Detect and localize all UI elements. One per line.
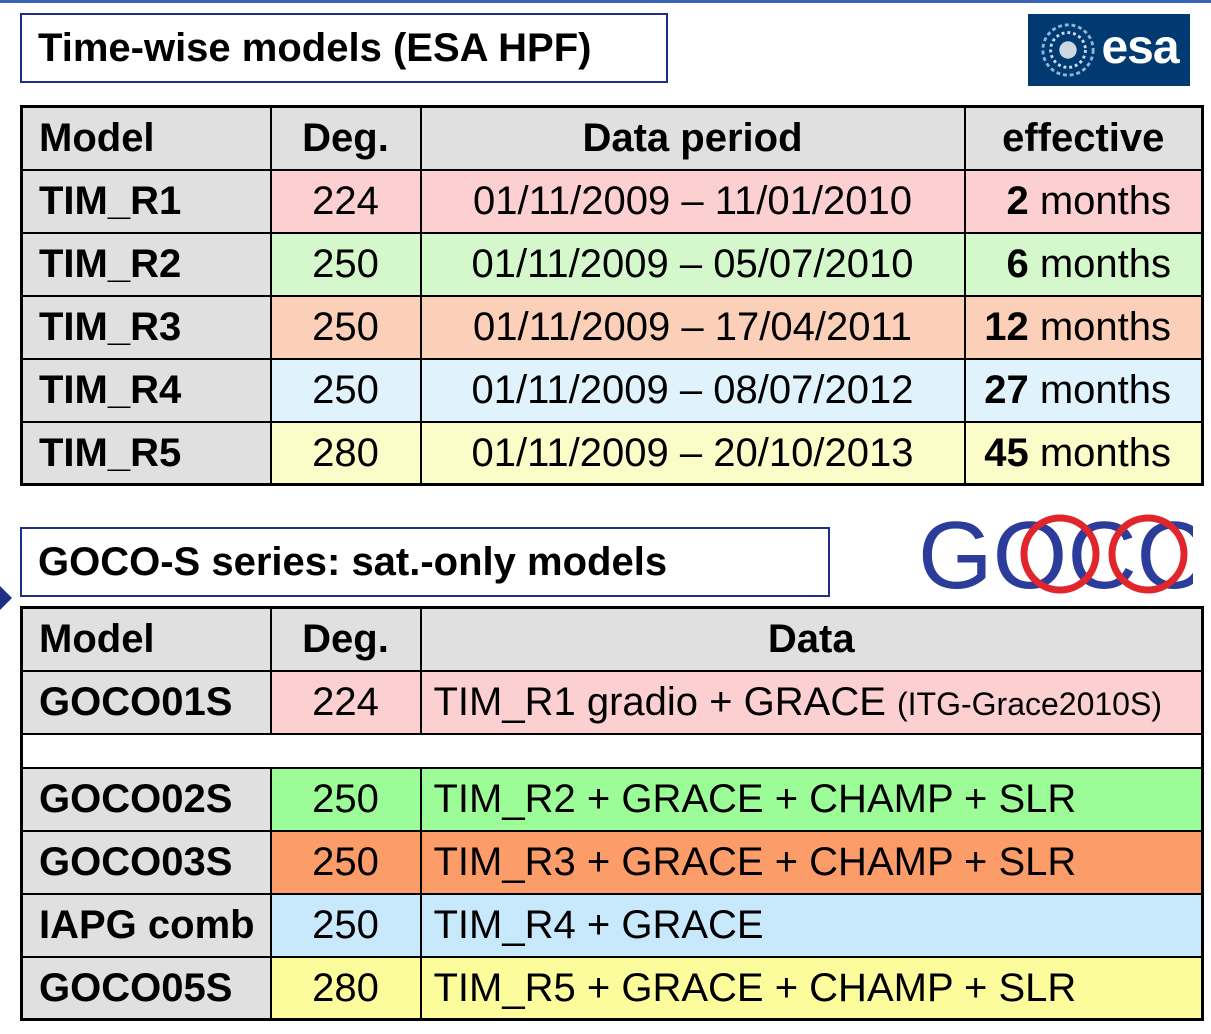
data-cell: TIM_R1 gradio + GRACE (ITG-Grace2010S) <box>419 669 1204 735</box>
section2-title: GOCO-S series: sat.-only models <box>20 527 830 597</box>
spacer-row <box>21 732 1203 769</box>
effective-number: 27 <box>984 368 1029 412</box>
table-row: TIM_R3 250 01/11/2009 – 17/04/2011 12 mo… <box>20 294 1204 360</box>
header-model: Model <box>20 606 272 672</box>
table-row: TIM_R1 224 01/11/2009 – 11/01/2010 2 mon… <box>20 168 1204 234</box>
table-row: TIM_R2 250 01/11/2009 – 05/07/2010 6 mon… <box>20 231 1204 297</box>
period-cell: 01/11/2009 – 17/04/2011 <box>419 294 966 360</box>
top-rule <box>0 0 1211 3</box>
table-header-row: Model Deg. Data period effective <box>20 105 1204 171</box>
model-cell: GOCO01S <box>20 669 272 735</box>
degree-cell: 250 <box>269 231 422 297</box>
table-row: IAPG comb 250 TIM_R4 + GRACE <box>20 892 1204 958</box>
model-cell: GOCO05S <box>20 955 272 1021</box>
model-cell: GOCO02S <box>20 766 272 832</box>
model-cell: TIM_R2 <box>20 231 272 297</box>
effective-number: 12 <box>984 305 1029 349</box>
data-cell: TIM_R5 + GRACE + CHAMP + SLR <box>419 955 1204 1021</box>
data-cell: TIM_R3 + GRACE + CHAMP + SLR <box>419 829 1204 895</box>
model-cell: TIM_R4 <box>20 357 272 423</box>
degree-cell: 224 <box>269 669 422 735</box>
degree-cell: 280 <box>269 955 422 1021</box>
section1-title: Time-wise models (ESA HPF) <box>20 13 668 83</box>
goco-logo-text: GOCO <box>918 510 1193 596</box>
model-cell: TIM_R5 <box>20 420 272 486</box>
effective-unit: months <box>1028 368 1171 412</box>
goco-red-ring-icon <box>1020 514 1100 594</box>
goco-red-ring-icon <box>1108 514 1188 594</box>
effective-cell: 12 months <box>963 294 1204 360</box>
esa-logo: esa <box>1028 14 1190 86</box>
header-data-period: Data period <box>419 105 966 171</box>
time-wise-models-table: Model Deg. Data period effective TIM_R1 … <box>20 105 1204 486</box>
effective-unit: months <box>1028 179 1171 223</box>
model-cell: IAPG comb <box>20 892 272 958</box>
goco-s-models-table: Model Deg. Data GOCO01S 224 TIM_R1 gradi… <box>20 606 1204 1021</box>
effective-unit: months <box>1028 242 1171 286</box>
data-note: (ITG-Grace2010S) <box>897 686 1162 722</box>
side-arrow-icon <box>0 586 12 610</box>
degree-cell: 250 <box>269 766 422 832</box>
model-cell: GOCO03S <box>20 829 272 895</box>
effective-unit: months <box>1028 305 1171 349</box>
header-model: Model <box>20 105 272 171</box>
effective-number: 45 <box>984 430 1029 475</box>
degree-cell: 250 <box>269 892 422 958</box>
table-row: GOCO01S 224 TIM_R1 gradio + GRACE (ITG-G… <box>20 669 1204 735</box>
period-cell: 01/11/2009 – 08/07/2012 <box>419 357 966 423</box>
data-cell: TIM_R2 + GRACE + CHAMP + SLR <box>419 766 1204 832</box>
model-cell: TIM_R1 <box>20 168 272 234</box>
header-data: Data <box>419 606 1204 672</box>
degree-cell: 250 <box>269 357 422 423</box>
esa-logo-text: esa <box>1101 21 1179 74</box>
spacer-cell <box>21 732 1203 769</box>
effective-cell: 27 months <box>963 357 1204 423</box>
table-header-row: Model Deg. Data <box>20 606 1204 672</box>
effective-cell: 45 months <box>963 420 1204 486</box>
period-cell: 01/11/2009 – 20/10/2013 <box>419 420 966 486</box>
esa-swirl-icon <box>1041 23 1096 77</box>
effective-cell: 2 months <box>963 168 1204 234</box>
model-cell: TIM_R3 <box>20 294 272 360</box>
degree-cell: 250 <box>269 294 422 360</box>
effective-unit: months <box>1028 430 1171 475</box>
goco-logo: GOCO <box>918 510 1193 596</box>
data-cell: TIM_R4 + GRACE <box>419 892 1204 958</box>
effective-number: 2 <box>1006 179 1029 223</box>
degree-cell: 224 <box>269 168 422 234</box>
table-row: TIM_R4 250 01/11/2009 – 08/07/2012 27 mo… <box>20 357 1204 423</box>
degree-cell: 280 <box>269 420 422 486</box>
degree-cell: 250 <box>269 829 422 895</box>
effective-number: 6 <box>1006 242 1029 286</box>
header-deg: Deg. <box>269 606 422 672</box>
table-row: GOCO03S 250 TIM_R3 + GRACE + CHAMP + SLR <box>20 829 1204 895</box>
effective-cell: 6 months <box>963 231 1204 297</box>
table-row: TIM_R5 280 01/11/2009 – 20/10/2013 45 mo… <box>20 420 1204 486</box>
header-deg: Deg. <box>269 105 422 171</box>
table-row: GOCO05S 280 TIM_R5 + GRACE + CHAMP + SLR <box>20 955 1204 1021</box>
period-cell: 01/11/2009 – 05/07/2010 <box>419 231 966 297</box>
table-row: GOCO02S 250 TIM_R2 + GRACE + CHAMP + SLR <box>20 766 1204 832</box>
data-text: TIM_R1 gradio + GRACE <box>433 680 897 724</box>
header-effective: effective <box>963 105 1204 171</box>
period-cell: 01/11/2009 – 11/01/2010 <box>419 168 966 234</box>
